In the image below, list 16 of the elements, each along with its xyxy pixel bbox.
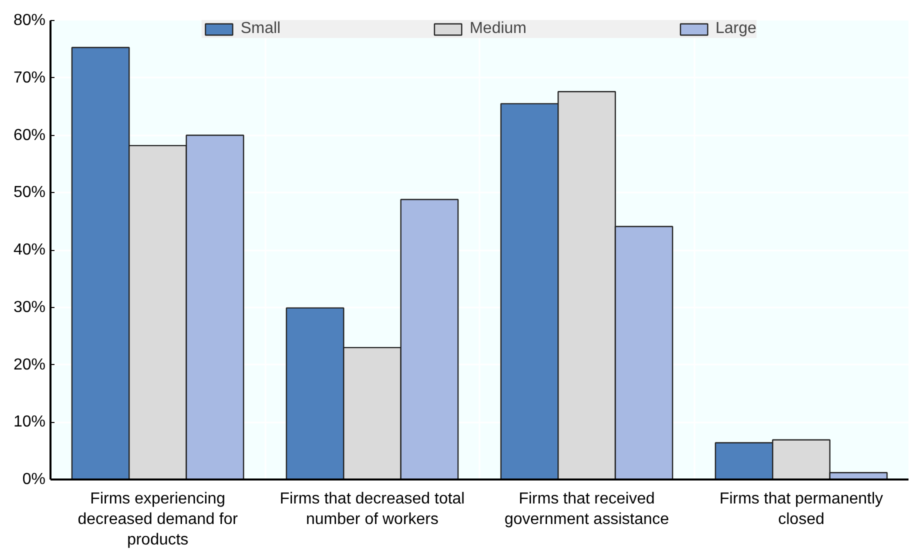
x-tick-label: Firms that received government assistance [504,490,670,528]
x-tick-label: Firms that permanently closed [719,490,884,528]
x-tick-label: Firms experiencing decreased demand for products [78,490,238,548]
y-tick-label: 60% [13,126,46,144]
y-tick-label: 70% [13,69,46,86]
y-tick-label: 0% [22,471,46,488]
y-tick-label: 50% [13,184,46,202]
y-tick-label: 10% [13,414,46,431]
legend-label: Medium [470,20,526,38]
y-tick-label: 20% [13,356,46,374]
x-tick-label: Firms that decreased total number of workers [280,490,465,528]
y-tick-label: 80% [13,12,46,29]
legend-label: Large [716,20,756,38]
y-tick-label: 40% [13,242,46,258]
y-tick-label: 30% [13,298,46,316]
legend-label: Small [240,20,281,38]
